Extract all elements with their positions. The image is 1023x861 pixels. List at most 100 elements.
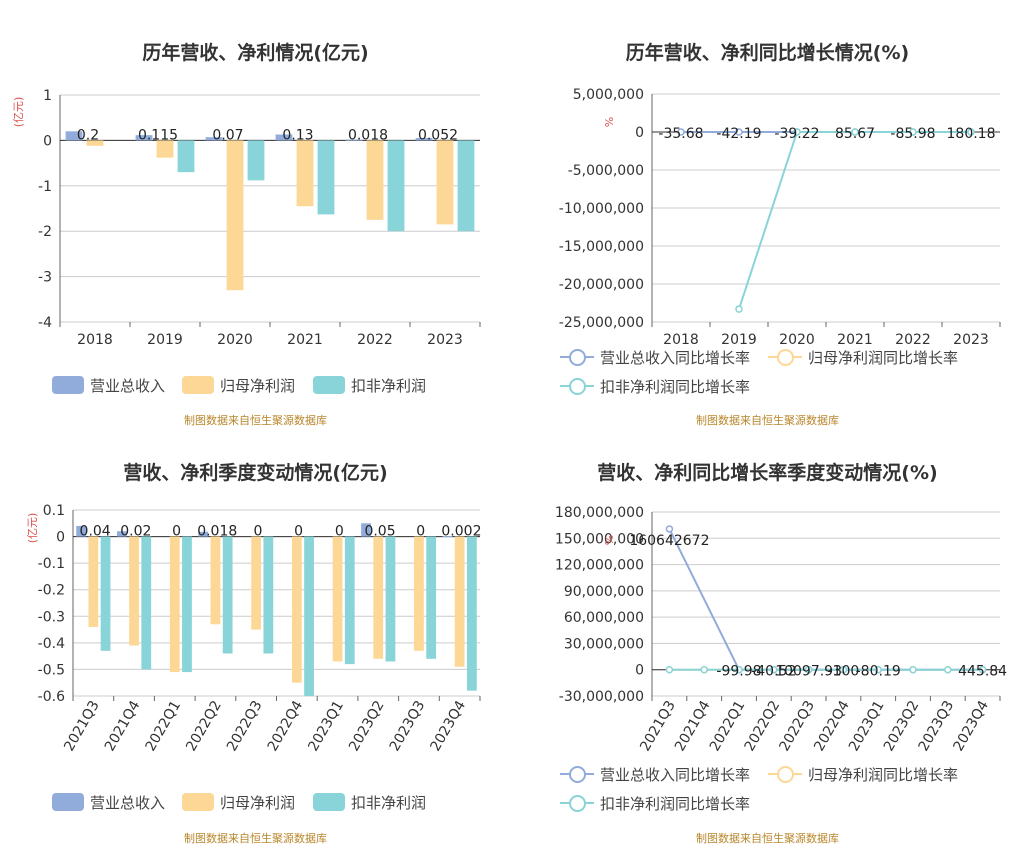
bar-营业总收入 <box>361 523 371 537</box>
x-tick-label: 2020 <box>779 332 815 348</box>
bar-归母净利润 <box>169 536 180 673</box>
bar-营业总收入 <box>116 531 127 537</box>
bar-归母净利润 <box>156 140 174 158</box>
x-tick-label: 2021 <box>837 332 873 348</box>
bar-归母净利润 <box>296 140 314 207</box>
data-source-credit: 制图数据来自恒生聚源数据库 <box>696 832 839 845</box>
legend-item-revenue[interactable]: 营业总收入 <box>52 792 165 813</box>
series-point-扣非净利润同比增长率 <box>839 665 848 674</box>
y-tick-label: -10,000,000 <box>559 201 644 217</box>
bar-营业总收入 <box>76 525 87 537</box>
y-tick-label: -0.1 <box>38 556 65 572</box>
series-point-扣非净利润同比增长率 <box>804 665 813 674</box>
data-label: 160642672 <box>629 533 709 549</box>
y-tick-label: -0.3 <box>38 609 65 625</box>
legend-marker-revenue-growth <box>560 349 594 366</box>
bar-归母净利润 <box>129 536 139 646</box>
y-tick-label: 0 <box>56 530 65 546</box>
legend-item-deducted-net[interactable]: 扣非净利润 <box>313 792 426 813</box>
legend-label: 营业总收入同比增长率 <box>600 349 751 367</box>
y-tick-label: -15,000,000 <box>559 239 644 255</box>
y-tick-label: -25,000,000 <box>559 315 644 331</box>
annual-bar-chart: 1 0 -1 -2 -3 -4 (亿元) 2018 2019 2020 2021 2022 2023 0.… <box>12 88 481 348</box>
bar-扣非净利润 <box>466 536 477 691</box>
chart-title: 营收、净利季度变动情况(亿元) <box>123 462 388 484</box>
y-tick-label: -1 <box>38 179 52 195</box>
series-point-营业总收入同比增长率 <box>735 128 743 136</box>
annual-growth-line-chart: 5,000,000 0 -5,000,000 -10,000,000 -15,000,0… <box>559 87 1001 348</box>
data-source-credit: 制图数据来自恒生聚源数据库 <box>184 832 327 845</box>
data-source-credit: 制图数据来自恒生聚源数据库 <box>184 414 327 427</box>
legend-label: 归母净利润同比增长率 <box>808 766 959 784</box>
quarterly-growth-line-chart: 180,000,000 150,000,000 120,000,000 90,000,… <box>555 505 1007 754</box>
data-label: -80.19 <box>856 664 901 680</box>
y-tick-label: 90,000,000 <box>564 584 644 600</box>
bar-扣非净利润 <box>385 536 396 662</box>
y-tick-label: 5,000,000 <box>573 87 644 103</box>
legend-swatch-parent-net <box>182 793 214 811</box>
x-tick-label: 2020 <box>217 332 253 348</box>
legend-item-revenue[interactable]: 营业总收入 <box>52 375 165 396</box>
bar-归母净利润 <box>436 140 454 225</box>
bar-扣非净利润 <box>177 140 195 173</box>
legend-item-parent-net-growth[interactable]: 归母净利润同比增长率 <box>768 347 958 368</box>
bar-归母净利润 <box>86 140 104 146</box>
series-point-扣非净利润同比增长率 <box>700 665 708 674</box>
legend-item-deducted-net-growth[interactable]: 扣非净利润同比增长率 <box>560 376 750 397</box>
legend-item-deducted-net-growth[interactable]: 扣非净利润同比增长率 <box>560 793 750 814</box>
data-label: 10097.93 <box>775 664 842 680</box>
bar-扣非净利润 <box>304 536 314 696</box>
quarterly-revenue-profit-panel: 营收、净利季度变动情况(亿元) 0.1 0 -0.1 -0.2 -0.3 -0.4 -0.5… <box>0 430 511 860</box>
legend-marker-parent-net-growth <box>768 766 802 783</box>
y-axis-unit: % <box>603 117 616 127</box>
x-tick-label: 2021Q4 <box>102 698 144 754</box>
bar-归母净利润 <box>373 536 384 659</box>
x-tick-label: 2023Q2 <box>346 698 388 754</box>
legend-label: 归母净利润同比增长率 <box>808 349 959 367</box>
y-tick-label: 60,000,000 <box>564 610 644 626</box>
data-label: 0.115 <box>138 127 178 143</box>
legend-item-parent-net[interactable]: 归母净利润 <box>182 792 295 813</box>
bar-营业总收入 <box>65 131 83 141</box>
legend-label: 扣非净利润同比增长率 <box>600 795 751 813</box>
series-point-营业总收入同比增长率 <box>677 128 685 136</box>
legend-swatch-deducted-net <box>313 793 345 811</box>
y-tick-label: 150,000,000 <box>555 531 644 547</box>
legend-item-parent-net-growth[interactable]: 归母净利润同比增长率 <box>768 764 958 785</box>
legend-item-parent-net[interactable]: 归母净利润 <box>182 375 295 396</box>
x-tick-label: 2021 <box>287 332 323 348</box>
legend-item-revenue-growth[interactable]: 营业总收入同比增长率 <box>560 764 750 785</box>
x-tick-label: 2022Q3 <box>224 698 266 754</box>
data-label: 0 <box>335 524 344 540</box>
y-axis-unit: (亿元) <box>12 97 25 128</box>
legend-swatch-revenue <box>52 793 84 811</box>
x-tick-label: 2023Q1 <box>305 698 347 754</box>
bar-归母净利润 <box>332 536 343 662</box>
bar-扣非净利润 <box>222 536 233 654</box>
y-tick-label: -5,000,000 <box>568 163 644 179</box>
bar-归母净利润 <box>366 140 384 220</box>
data-label: 0 <box>294 524 303 540</box>
series-point-扣非净利润同比增长率 <box>851 128 859 136</box>
legend-label: 扣非净利润 <box>351 377 427 395</box>
legend-swatch-revenue <box>52 376 84 394</box>
bar-扣非净利润 <box>247 140 265 181</box>
y-tick-label: 0 <box>43 133 52 149</box>
quarterly-bar-chart: 0.10-0.1-0.2-0.3-0.4-0.5-0.6(亿元)2021Q3 20… <box>26 503 481 754</box>
bar-归母净利润 <box>210 536 221 625</box>
bar-扣非净利润 <box>100 536 111 651</box>
y-tick-label: -0.2 <box>38 583 65 599</box>
series-point-扣非净利润同比增长率 <box>909 128 917 136</box>
data-label: 445.84 <box>958 664 1007 680</box>
data-label: 180.18 <box>947 126 996 142</box>
series-point-扣非净利润同比增长率 <box>665 665 674 674</box>
y-tick-label: -0.6 <box>38 689 65 705</box>
quarterly-growth-panel: 营收、净利同比增长率季度变动情况(%) 180,000,000 150,000,0… <box>512 430 1023 860</box>
legend-item-deducted-net[interactable]: 扣非净利润 <box>313 375 426 396</box>
legend-label: 扣非净利润 <box>351 794 427 812</box>
bar-营业总收入 <box>135 135 153 141</box>
y-tick-label: 180,000,000 <box>555 505 644 521</box>
bar-归母净利润 <box>454 536 465 667</box>
legend-item-revenue-growth[interactable]: 营业总收入同比增长率 <box>560 347 750 368</box>
bar-归母净利润 <box>88 536 99 627</box>
